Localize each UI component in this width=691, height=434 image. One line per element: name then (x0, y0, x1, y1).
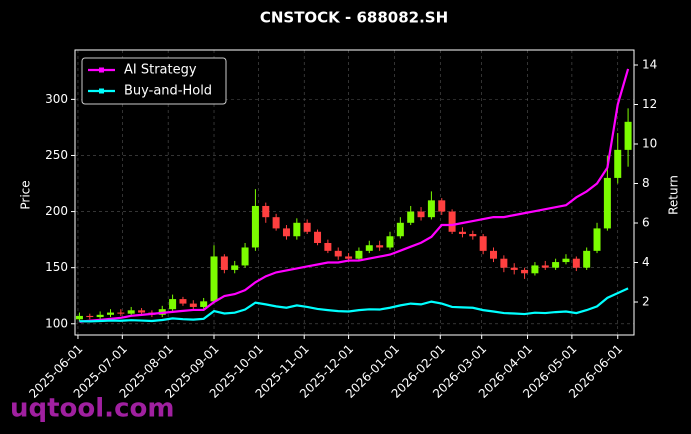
candle-body (624, 121, 632, 150)
candle-body (376, 245, 384, 248)
candle-body (562, 258, 570, 263)
watermark: uqtool.com (10, 394, 174, 424)
candle-body (479, 236, 487, 251)
candle-body (572, 258, 580, 268)
candle-body (603, 177, 611, 229)
candle-body (210, 256, 218, 302)
candle-body (127, 310, 135, 314)
candle-body (282, 228, 290, 237)
legend: AI Strategy Buy-and-Hold (81, 57, 227, 105)
candle-body (220, 256, 228, 270)
candle-body (438, 200, 446, 212)
y-tick-label: 300 (45, 92, 68, 106)
candle-body (541, 265, 549, 268)
y2-tick-label: 8 (642, 176, 650, 190)
y2-tick-label: 12 (642, 97, 657, 111)
y-tick-label: 100 (45, 316, 68, 330)
candle-body (179, 299, 187, 304)
candle-body (427, 200, 435, 218)
candle-body (324, 242, 332, 251)
candle-body (314, 231, 322, 243)
candle-body (189, 303, 197, 307)
candle-body (262, 205, 270, 218)
y2-tick-label: 4 (642, 255, 650, 269)
candle-body (583, 250, 591, 268)
y2-tick-label: 10 (642, 137, 657, 151)
y-tick-label: 200 (45, 204, 68, 218)
candle-body (293, 222, 301, 237)
candle-body (458, 231, 466, 235)
candle-body (251, 205, 259, 248)
legend-box (81, 57, 227, 105)
candle-body (303, 222, 311, 232)
y2-tick-label: 6 (642, 216, 650, 230)
candle-body (469, 234, 477, 237)
y2-axis-label: Return (667, 175, 681, 215)
candle-body (200, 301, 208, 307)
candle-body (396, 222, 404, 237)
candle-body (614, 149, 622, 178)
legend-marker (99, 67, 104, 73)
candle-body (500, 258, 508, 268)
candle-body (407, 211, 415, 223)
candle-body (241, 247, 249, 266)
candle-body (138, 310, 146, 313)
candle-body (593, 228, 601, 251)
plot-frame (74, 49, 635, 336)
candle-body (169, 299, 177, 310)
candle-body (448, 211, 456, 232)
candle-body (521, 269, 529, 274)
y-tick-label: 250 (45, 148, 68, 162)
legend-label: Buy-and-Hold (124, 84, 212, 99)
candle-body (345, 256, 353, 259)
chart-title: CNSTOCK - 688082.SH (260, 9, 448, 27)
line-series (79, 68, 630, 323)
line-series (79, 287, 629, 323)
candle-body (86, 315, 94, 318)
candle-body (552, 262, 560, 268)
y2-tick-label: 2 (642, 295, 650, 309)
legend-label: AI Strategy (124, 63, 197, 78)
y2-tick-label: 14 (642, 58, 657, 72)
candle-body (417, 211, 425, 218)
candle-body (117, 312, 125, 314)
candle-body (272, 217, 280, 229)
candle-body (96, 314, 104, 318)
y-tick-label: 150 (45, 260, 68, 274)
candle-body (365, 245, 373, 251)
legend-marker (99, 88, 104, 94)
candle-body (490, 250, 498, 259)
candle-body (75, 315, 83, 320)
candle-body (386, 236, 394, 248)
candle-body (231, 265, 239, 270)
candle-body (334, 250, 342, 257)
candle-body (355, 250, 363, 259)
candle-body (531, 265, 539, 274)
candle-body (510, 267, 518, 270)
y-axis-label: Price (19, 180, 33, 209)
candle-body (106, 312, 114, 315)
